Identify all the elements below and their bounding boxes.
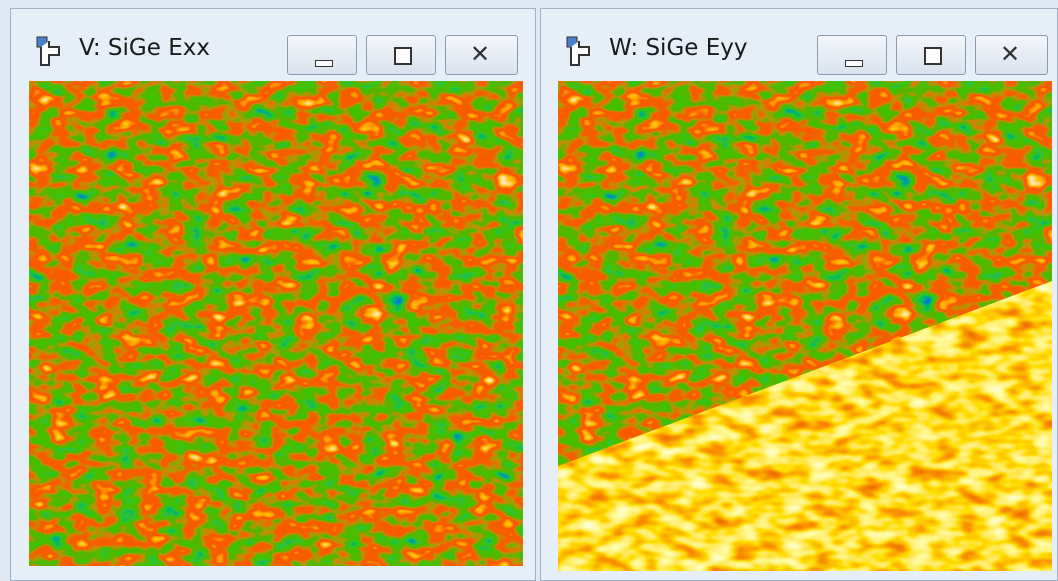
- map-texture: [29, 81, 523, 566]
- restore-button[interactable]: [896, 35, 966, 75]
- window: V: SiGe Exx ✕: [10, 8, 536, 581]
- minimize-button[interactable]: [287, 35, 357, 75]
- strain-map: [558, 81, 1052, 571]
- close-button[interactable]: ✕: [445, 35, 518, 75]
- window: W: SiGe Eyy ✕: [540, 8, 1058, 581]
- restore-button[interactable]: [366, 35, 436, 75]
- strain-map: [29, 81, 523, 566]
- close-button[interactable]: ✕: [975, 35, 1048, 75]
- window-title: W: SiGe Eyy: [609, 35, 748, 61]
- window-icon: [36, 36, 60, 66]
- window-title: V: SiGe Exx: [79, 35, 210, 61]
- window-icon: [566, 36, 590, 66]
- minimize-button[interactable]: [817, 35, 887, 75]
